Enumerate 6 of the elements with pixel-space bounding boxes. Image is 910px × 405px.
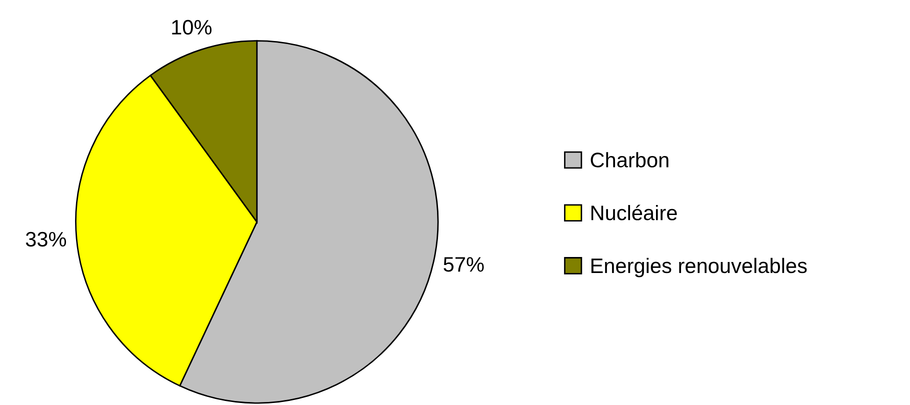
data-label: 10%	[172, 20, 212, 35]
data-label: 57%	[444, 257, 484, 272]
legend-label: Charbon	[590, 152, 668, 168]
legend-label: Energies renouvelables	[591, 258, 807, 278]
legend-label: Nucléaire	[591, 204, 677, 220]
data-label: 33%	[26, 232, 66, 247]
